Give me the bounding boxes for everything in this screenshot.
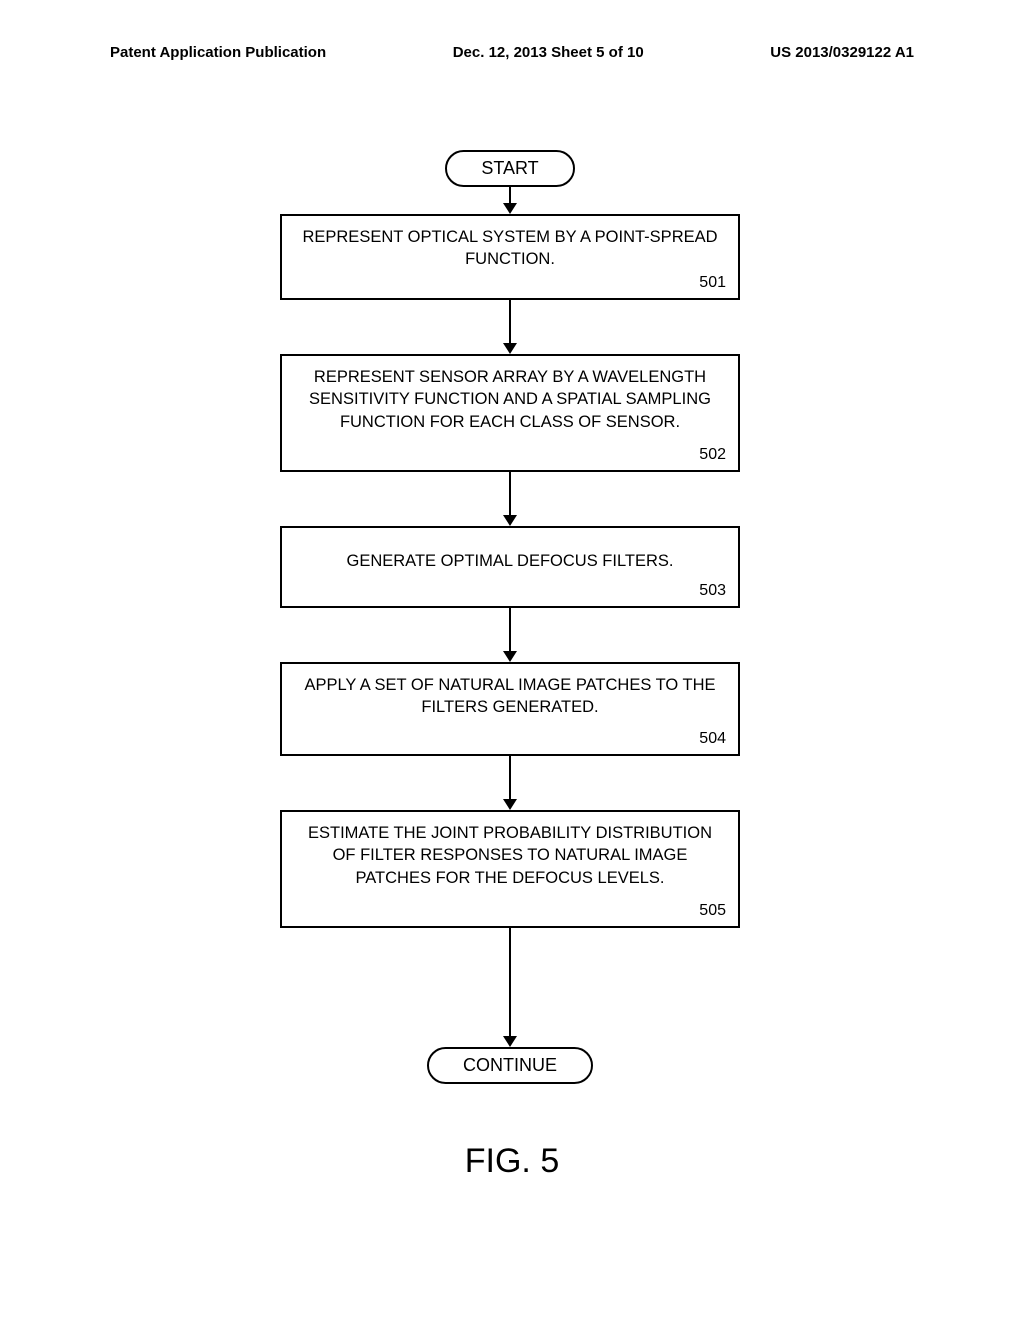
header-center: Dec. 12, 2013 Sheet 5 of 10	[453, 44, 644, 61]
flow-arrow	[503, 187, 517, 214]
flowchart: START REPRESENT OPTICAL SYSTEM BY A POINT…	[245, 150, 775, 1084]
step-number: 505	[699, 900, 726, 922]
step-number: 501	[699, 272, 726, 294]
flow-arrow	[503, 756, 517, 810]
flow-step-505: ESTIMATE THE JOINT PROBABILITY DISTRIBUT…	[280, 810, 740, 928]
header-left: Patent Application Publication	[110, 44, 326, 61]
header-right: US 2013/0329122 A1	[770, 44, 914, 61]
figure-label: FIG. 5	[0, 1142, 1024, 1181]
step-text: GENERATE OPTIMAL DEFOCUS FILTERS.	[298, 538, 722, 572]
terminator-start: START	[445, 150, 574, 187]
flow-arrow	[503, 608, 517, 662]
flow-step-502: REPRESENT SENSOR ARRAY BY A WAVELENGTH S…	[280, 354, 740, 472]
step-number: 503	[699, 580, 726, 602]
page-header: Patent Application Publication Dec. 12, …	[110, 44, 914, 61]
step-number: 502	[699, 444, 726, 466]
flow-step-503: GENERATE OPTIMAL DEFOCUS FILTERS. 503	[280, 526, 740, 608]
terminator-continue: CONTINUE	[427, 1047, 593, 1084]
flow-arrow	[503, 928, 517, 1047]
step-text: REPRESENT OPTICAL SYSTEM BY A POINT-SPRE…	[298, 226, 722, 271]
flow-step-501: REPRESENT OPTICAL SYSTEM BY A POINT-SPRE…	[280, 214, 740, 300]
flow-arrow	[503, 472, 517, 526]
step-text: ESTIMATE THE JOINT PROBABILITY DISTRIBUT…	[298, 822, 722, 889]
flow-step-504: APPLY A SET OF NATURAL IMAGE PATCHES TO …	[280, 662, 740, 756]
step-text: REPRESENT SENSOR ARRAY BY A WAVELENGTH S…	[298, 366, 722, 433]
flow-arrow	[503, 300, 517, 354]
step-text: APPLY A SET OF NATURAL IMAGE PATCHES TO …	[298, 674, 722, 719]
step-number: 504	[699, 728, 726, 750]
